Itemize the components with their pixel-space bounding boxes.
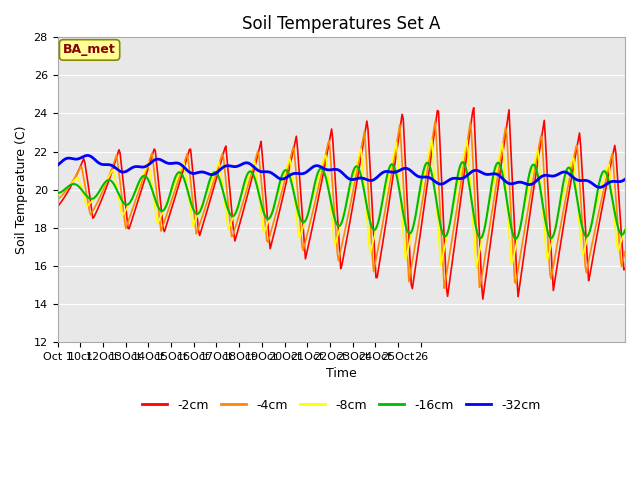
Title: Soil Temperatures Set A: Soil Temperatures Set A <box>242 15 440 33</box>
Y-axis label: Soil Temperature (C): Soil Temperature (C) <box>15 125 28 254</box>
Text: BA_met: BA_met <box>63 43 116 57</box>
Legend: -2cm, -4cm, -8cm, -16cm, -32cm: -2cm, -4cm, -8cm, -16cm, -32cm <box>137 394 545 417</box>
X-axis label: Time: Time <box>326 367 356 380</box>
